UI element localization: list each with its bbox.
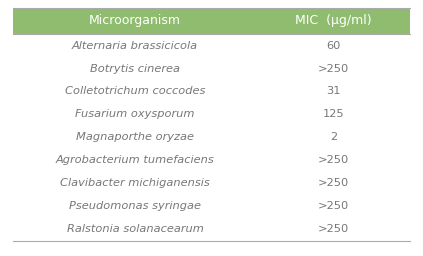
Text: Agrobacterium tumefaciens: Agrobacterium tumefaciens: [55, 155, 214, 165]
Text: Clavibacter michiganensis: Clavibacter michiganensis: [60, 178, 210, 188]
Text: 125: 125: [323, 109, 345, 119]
Text: >250: >250: [318, 224, 349, 234]
Text: Alternaria brassicicola: Alternaria brassicicola: [72, 40, 198, 50]
Bar: [13, 8, 410, 34]
Text: >250: >250: [318, 201, 349, 211]
Text: >250: >250: [318, 178, 349, 188]
Text: 2: 2: [330, 132, 337, 142]
Text: Botrytis cinerea: Botrytis cinerea: [90, 63, 180, 73]
Text: Magnaporthe oryzae: Magnaporthe oryzae: [76, 132, 194, 142]
Text: Colletotrichum coccodes: Colletotrichum coccodes: [65, 87, 205, 97]
Text: >250: >250: [318, 63, 349, 73]
Text: 60: 60: [327, 40, 341, 50]
Text: Pseudomonas syringae: Pseudomonas syringae: [69, 201, 201, 211]
Text: Ralstonia solanacearum: Ralstonia solanacearum: [66, 224, 203, 234]
Text: MIC  (μg/ml): MIC (μg/ml): [295, 14, 372, 27]
Text: Microorganism: Microorganism: [89, 14, 181, 27]
Text: 31: 31: [327, 87, 341, 97]
Text: >250: >250: [318, 155, 349, 165]
Text: Fusarium oxysporum: Fusarium oxysporum: [75, 109, 195, 119]
